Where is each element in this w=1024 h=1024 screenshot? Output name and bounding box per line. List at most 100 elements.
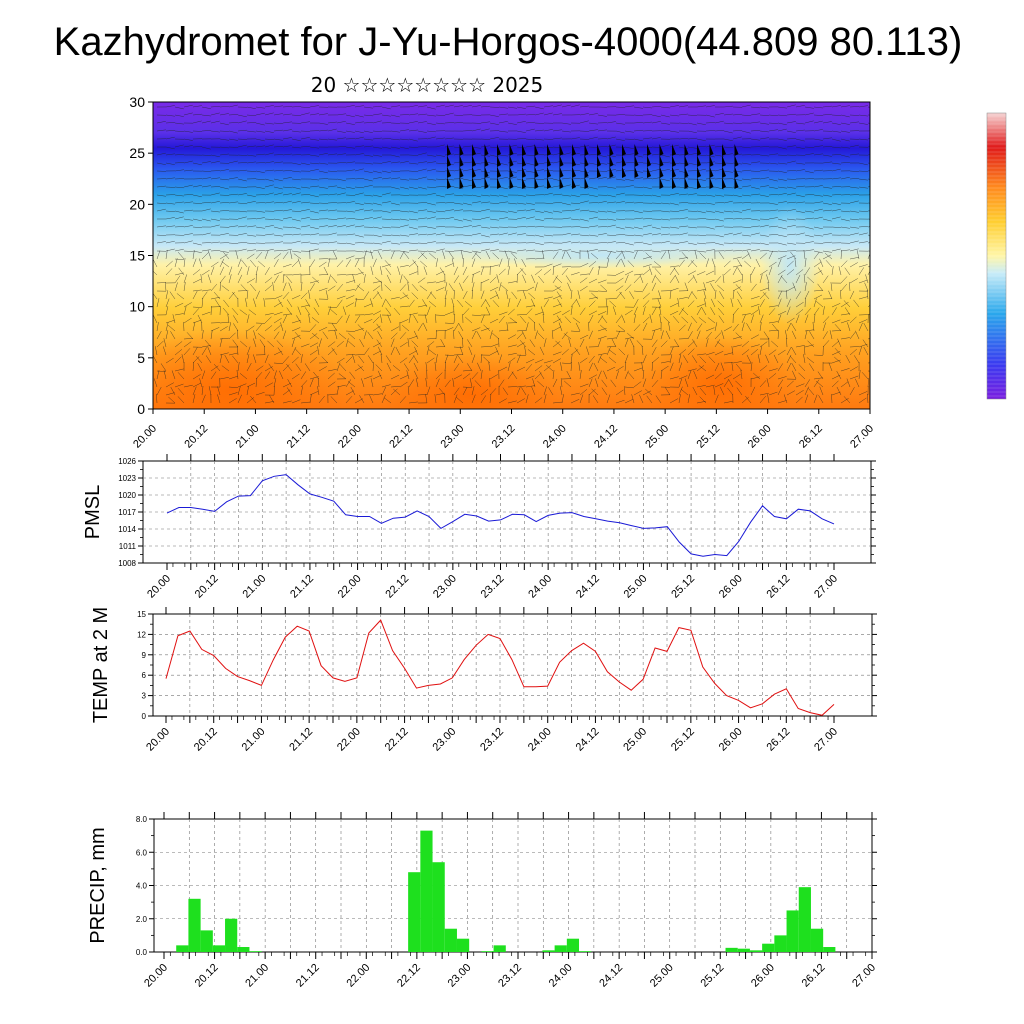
- barb: [538, 275, 545, 284]
- barb: [516, 332, 524, 340]
- barb: [255, 153, 265, 156]
- precip-bar: [200, 930, 213, 952]
- barb: [498, 130, 508, 133]
- barb: [732, 373, 741, 380]
- barb: [488, 362, 491, 372]
- barb: [336, 362, 341, 372]
- barb: [363, 154, 373, 157]
- barb: [642, 264, 652, 268]
- barb: [399, 218, 409, 221]
- wind-barbs: [153, 104, 870, 404]
- barb: [250, 395, 257, 404]
- barb: [213, 291, 221, 300]
- barb: [250, 283, 257, 292]
- barb: [489, 137, 499, 140]
- barb: [768, 153, 778, 156]
- barb: [317, 346, 320, 356]
- barb: [342, 306, 347, 316]
- barb: [660, 210, 670, 213]
- barb: [192, 105, 202, 108]
- barb: [525, 162, 535, 166]
- barb: [525, 216, 535, 220]
- barb: [746, 354, 752, 364]
- barb: [480, 389, 489, 396]
- barb: [444, 193, 454, 196]
- barb: [201, 106, 211, 109]
- barb: [831, 114, 841, 116]
- barb: [305, 299, 311, 308]
- x-tick-label: 20.12: [192, 726, 220, 754]
- barb: [318, 138, 328, 141]
- barb: [723, 146, 733, 148]
- barb: [660, 226, 670, 229]
- barb: [660, 169, 670, 172]
- barb: [426, 306, 431, 316]
- barb: [489, 350, 499, 356]
- barb: [786, 306, 791, 316]
- barb: [372, 137, 382, 140]
- barb: [289, 250, 293, 260]
- barb: [642, 283, 648, 292]
- barb: [363, 184, 373, 188]
- barb: [345, 379, 352, 388]
- barb: [162, 346, 167, 356]
- barb: [210, 306, 212, 316]
- barb: [210, 160, 220, 164]
- barb: [840, 218, 850, 222]
- barb: [426, 341, 435, 348]
- barb: [714, 383, 724, 388]
- barb: [336, 283, 344, 292]
- barb: [786, 260, 794, 268]
- barb: [390, 105, 400, 108]
- barb: [171, 370, 176, 380]
- barb: [759, 177, 769, 180]
- x-tick-label: 26.12: [765, 573, 793, 601]
- barb: [399, 357, 408, 364]
- barb: [525, 394, 529, 404]
- barb: [425, 394, 428, 404]
- barb: [624, 105, 634, 108]
- barb: [732, 122, 742, 124]
- barb: [705, 226, 715, 230]
- barb: [183, 233, 193, 236]
- barb: [327, 138, 337, 141]
- barb: [867, 394, 869, 404]
- barb: [153, 292, 158, 300]
- barb: [633, 367, 643, 372]
- barb: [552, 358, 561, 364]
- barb: [624, 201, 634, 204]
- barb: [522, 274, 527, 284]
- barb: [253, 338, 257, 348]
- barb: [534, 311, 544, 316]
- barb: [489, 226, 499, 229]
- barb: [718, 251, 725, 260]
- barb: [219, 282, 221, 292]
- x-tick-label: 26.12: [797, 423, 825, 451]
- barb: [453, 242, 463, 244]
- barb: [655, 395, 662, 404]
- barb: [417, 121, 427, 124]
- barb: [556, 291, 563, 300]
- barb: [201, 289, 211, 292]
- barb: [255, 250, 265, 252]
- barb: [561, 169, 571, 172]
- barb: [588, 129, 598, 132]
- barb: [383, 397, 392, 404]
- barb: [156, 208, 166, 212]
- barb: [327, 372, 335, 380]
- x-tick-label: 26.12: [764, 726, 792, 754]
- barb: [822, 194, 832, 197]
- barb: [678, 146, 688, 150]
- barb: [660, 144, 670, 148]
- barb: [579, 383, 589, 388]
- barb: [795, 185, 805, 188]
- barb: [678, 232, 688, 236]
- barb: [651, 168, 661, 172]
- barb: [318, 274, 328, 276]
- barb: [460, 250, 464, 260]
- barb: [795, 309, 804, 316]
- barb: [399, 284, 407, 292]
- barb: [593, 362, 599, 372]
- barb: [521, 387, 527, 396]
- barb: [469, 378, 473, 388]
